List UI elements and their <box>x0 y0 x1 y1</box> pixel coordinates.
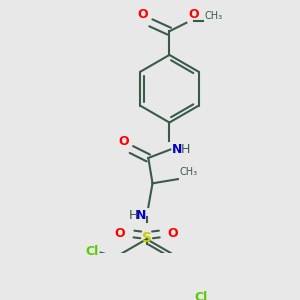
Text: N: N <box>136 209 147 222</box>
Text: H: H <box>180 143 190 156</box>
Text: CH₃: CH₃ <box>180 167 198 177</box>
Text: O: O <box>168 227 178 240</box>
Text: Cl: Cl <box>194 291 208 300</box>
Text: O: O <box>118 135 129 148</box>
Text: O: O <box>188 8 199 21</box>
Text: S: S <box>142 232 152 245</box>
Text: N: N <box>172 143 182 156</box>
Text: CH₃: CH₃ <box>205 11 223 21</box>
Text: Cl: Cl <box>86 245 99 258</box>
Text: H: H <box>129 209 138 222</box>
Text: O: O <box>138 8 148 21</box>
Text: O: O <box>115 227 125 240</box>
